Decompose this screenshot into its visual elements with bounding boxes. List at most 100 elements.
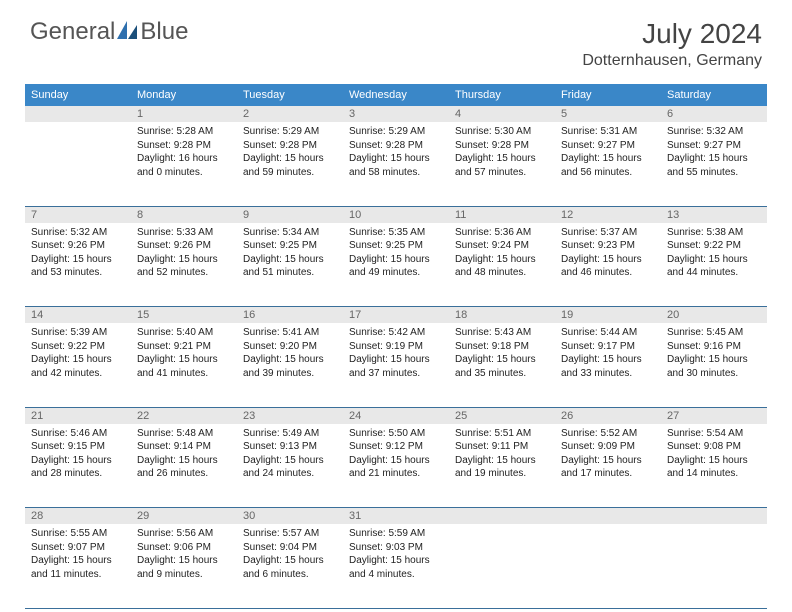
day-number: [449, 508, 555, 525]
sunset-text: Sunset: 9:25 PM: [349, 239, 443, 253]
day-number: 24: [343, 407, 449, 424]
day-number: [661, 508, 767, 525]
day1-text: Daylight: 15 hours: [561, 253, 655, 267]
weekday-header: Wednesday: [343, 84, 449, 106]
day2-text: and 11 minutes.: [31, 568, 125, 582]
calendar-table: Sunday Monday Tuesday Wednesday Thursday…: [25, 84, 767, 609]
day-number: 15: [131, 307, 237, 324]
sunrise-text: Sunrise: 5:48 AM: [137, 427, 231, 441]
day-cell: [661, 524, 767, 608]
day2-text: and 44 minutes.: [667, 266, 761, 280]
day1-text: Daylight: 15 hours: [31, 454, 125, 468]
day-cell: Sunrise: 5:57 AMSunset: 9:04 PMDaylight:…: [237, 524, 343, 608]
sunset-text: Sunset: 9:26 PM: [31, 239, 125, 253]
sunset-text: Sunset: 9:19 PM: [349, 340, 443, 354]
sunrise-text: Sunrise: 5:35 AM: [349, 226, 443, 240]
sunset-text: Sunset: 9:13 PM: [243, 440, 337, 454]
sunset-text: Sunset: 9:11 PM: [455, 440, 549, 454]
sunset-text: Sunset: 9:14 PM: [137, 440, 231, 454]
week-row: Sunrise: 5:28 AMSunset: 9:28 PMDaylight:…: [25, 122, 767, 206]
day-cell: Sunrise: 5:59 AMSunset: 9:03 PMDaylight:…: [343, 524, 449, 608]
day-number: 30: [237, 508, 343, 525]
sunrise-text: Sunrise: 5:42 AM: [349, 326, 443, 340]
day-number: 7: [25, 206, 131, 223]
day-number: 21: [25, 407, 131, 424]
day2-text: and 6 minutes.: [243, 568, 337, 582]
day-number-row: 123456: [25, 106, 767, 122]
day2-text: and 49 minutes.: [349, 266, 443, 280]
day1-text: Daylight: 15 hours: [31, 353, 125, 367]
sunset-text: Sunset: 9:06 PM: [137, 541, 231, 555]
day-number: 25: [449, 407, 555, 424]
day1-text: Daylight: 15 hours: [349, 454, 443, 468]
day2-text: and 0 minutes.: [137, 166, 231, 180]
day-number: 3: [343, 106, 449, 122]
sunrise-text: Sunrise: 5:59 AM: [349, 527, 443, 541]
sunrise-text: Sunrise: 5:28 AM: [137, 125, 231, 139]
day-cell: Sunrise: 5:55 AMSunset: 9:07 PMDaylight:…: [25, 524, 131, 608]
weekday-header-row: Sunday Monday Tuesday Wednesday Thursday…: [25, 84, 767, 106]
day2-text: and 21 minutes.: [349, 467, 443, 481]
sunset-text: Sunset: 9:25 PM: [243, 239, 337, 253]
sunset-text: Sunset: 9:16 PM: [667, 340, 761, 354]
day1-text: Daylight: 15 hours: [455, 454, 549, 468]
day2-text: and 26 minutes.: [137, 467, 231, 481]
day1-text: Daylight: 15 hours: [31, 554, 125, 568]
day-cell: Sunrise: 5:41 AMSunset: 9:20 PMDaylight:…: [237, 323, 343, 407]
day1-text: Daylight: 15 hours: [349, 253, 443, 267]
day1-text: Daylight: 15 hours: [561, 353, 655, 367]
weekday-header: Thursday: [449, 84, 555, 106]
day2-text: and 41 minutes.: [137, 367, 231, 381]
sunrise-text: Sunrise: 5:29 AM: [349, 125, 443, 139]
sunrise-text: Sunrise: 5:41 AM: [243, 326, 337, 340]
day1-text: Daylight: 15 hours: [561, 152, 655, 166]
day-cell: Sunrise: 5:52 AMSunset: 9:09 PMDaylight:…: [555, 424, 661, 508]
sunset-text: Sunset: 9:24 PM: [455, 239, 549, 253]
sunset-text: Sunset: 9:26 PM: [137, 239, 231, 253]
day-cell: Sunrise: 5:33 AMSunset: 9:26 PMDaylight:…: [131, 223, 237, 307]
sunset-text: Sunset: 9:28 PM: [243, 139, 337, 153]
day-cell: Sunrise: 5:30 AMSunset: 9:28 PMDaylight:…: [449, 122, 555, 206]
day-cell: [449, 524, 555, 608]
weekday-header: Sunday: [25, 84, 131, 106]
day2-text: and 17 minutes.: [561, 467, 655, 481]
week-row: Sunrise: 5:55 AMSunset: 9:07 PMDaylight:…: [25, 524, 767, 608]
sunset-text: Sunset: 9:28 PM: [137, 139, 231, 153]
sunrise-text: Sunrise: 5:37 AM: [561, 226, 655, 240]
day2-text: and 57 minutes.: [455, 166, 549, 180]
day-number: 20: [661, 307, 767, 324]
day-number: 9: [237, 206, 343, 223]
day1-text: Daylight: 15 hours: [31, 253, 125, 267]
sunset-text: Sunset: 9:23 PM: [561, 239, 655, 253]
sunset-text: Sunset: 9:17 PM: [561, 340, 655, 354]
day-number: 14: [25, 307, 131, 324]
day2-text: and 24 minutes.: [243, 467, 337, 481]
day-number-row: 78910111213: [25, 206, 767, 223]
day-cell: Sunrise: 5:42 AMSunset: 9:19 PMDaylight:…: [343, 323, 449, 407]
day-cell: Sunrise: 5:51 AMSunset: 9:11 PMDaylight:…: [449, 424, 555, 508]
sunrise-text: Sunrise: 5:40 AM: [137, 326, 231, 340]
day1-text: Daylight: 15 hours: [137, 554, 231, 568]
day1-text: Daylight: 15 hours: [667, 152, 761, 166]
day-cell: Sunrise: 5:49 AMSunset: 9:13 PMDaylight:…: [237, 424, 343, 508]
day2-text: and 51 minutes.: [243, 266, 337, 280]
day1-text: Daylight: 15 hours: [137, 353, 231, 367]
sunset-text: Sunset: 9:27 PM: [667, 139, 761, 153]
day-cell: Sunrise: 5:48 AMSunset: 9:14 PMDaylight:…: [131, 424, 237, 508]
sunset-text: Sunset: 9:09 PM: [561, 440, 655, 454]
sunrise-text: Sunrise: 5:31 AM: [561, 125, 655, 139]
sunrise-text: Sunrise: 5:45 AM: [667, 326, 761, 340]
day-cell: Sunrise: 5:40 AMSunset: 9:21 PMDaylight:…: [131, 323, 237, 407]
day2-text: and 42 minutes.: [31, 367, 125, 381]
day-number: 12: [555, 206, 661, 223]
week-row: Sunrise: 5:32 AMSunset: 9:26 PMDaylight:…: [25, 223, 767, 307]
day-cell: Sunrise: 5:32 AMSunset: 9:26 PMDaylight:…: [25, 223, 131, 307]
sunset-text: Sunset: 9:22 PM: [667, 239, 761, 253]
day-number: 28: [25, 508, 131, 525]
day1-text: Daylight: 15 hours: [561, 454, 655, 468]
day-cell: Sunrise: 5:38 AMSunset: 9:22 PMDaylight:…: [661, 223, 767, 307]
day2-text: and 39 minutes.: [243, 367, 337, 381]
day1-text: Daylight: 15 hours: [667, 353, 761, 367]
day1-text: Daylight: 15 hours: [455, 353, 549, 367]
sunset-text: Sunset: 9:27 PM: [561, 139, 655, 153]
